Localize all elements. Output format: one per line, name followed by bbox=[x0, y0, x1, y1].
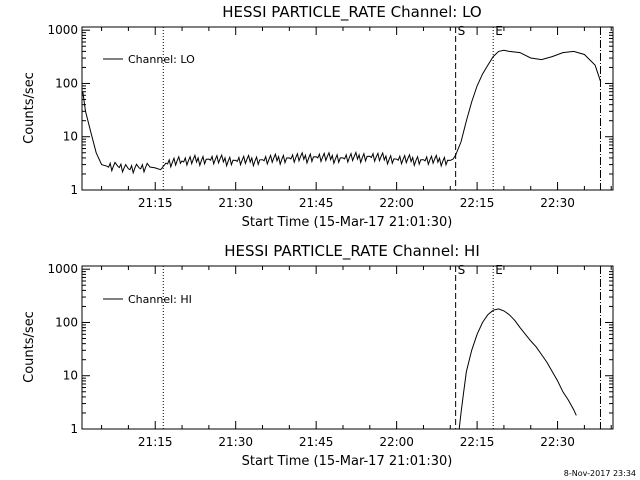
y-tick-label-lo: 1 bbox=[70, 183, 78, 197]
x-tick-label-hi: 22:15 bbox=[460, 435, 495, 449]
plot-frame-lo bbox=[81, 26, 614, 191]
series-line-lo bbox=[82, 49, 601, 175]
y-tick-label-hi: 1 bbox=[70, 422, 78, 436]
y-tick-label-lo: 10 bbox=[63, 130, 78, 144]
x-tick-label-lo: 22:00 bbox=[379, 196, 414, 210]
x-tick-label-lo: 21:45 bbox=[299, 196, 334, 210]
x-tick-label-hi: 21:45 bbox=[299, 435, 334, 449]
panel-hi: HESSI PARTICLE_RATE Channel: HI Counts/s… bbox=[22, 242, 614, 469]
x-axis-label-hi: Start Time (15-Mar-17 21:01:30) bbox=[242, 454, 453, 469]
y-tick-label-lo: 1000 bbox=[47, 23, 78, 37]
x-tick-label-hi: 21:15 bbox=[138, 435, 173, 449]
legend-label-hi: Channel: HI bbox=[128, 293, 192, 306]
series-line-hi bbox=[458, 308, 577, 430]
y-tick-label-hi: 10 bbox=[63, 369, 78, 383]
x-tick-label-hi: 22:00 bbox=[379, 435, 414, 449]
marks-hi: 1 10 100 1000 21:15 21:30 21:45 22:00 22:15 22:30… bbox=[47, 262, 613, 449]
panel-lo: HESSI PARTICLE_RATE Channel: LO Counts/s… bbox=[22, 3, 614, 230]
legend-label-lo: Channel: LO bbox=[128, 53, 195, 66]
x-tick-label-lo: 22:30 bbox=[540, 196, 575, 210]
event-label-S-hi: S bbox=[458, 263, 466, 277]
y-axis-label-lo: Counts/sec bbox=[22, 72, 37, 144]
y-tick-label-lo: 100 bbox=[55, 76, 78, 90]
x-axis-label-lo: Start Time (15-Mar-17 21:01:30) bbox=[242, 215, 453, 230]
footer-timestamp: 8-Nov-2017 23:34 bbox=[564, 469, 636, 478]
event-label-E-hi: E bbox=[495, 263, 503, 277]
event-label-E-lo: E bbox=[495, 24, 503, 38]
y-tick-label-hi: 100 bbox=[55, 315, 78, 329]
plot-frame-hi bbox=[81, 265, 614, 430]
marks-lo: 1 10 100 1000 21:15 21:30 21:45 22:00 22:15 22:30… bbox=[47, 23, 613, 210]
x-tick-label-lo: 22:15 bbox=[460, 196, 495, 210]
chart-title-hi: HESSI PARTICLE_RATE Channel: HI bbox=[224, 242, 480, 261]
x-tick-label-lo: 21:30 bbox=[218, 196, 253, 210]
x-tick-label-hi: 21:30 bbox=[218, 435, 253, 449]
x-tick-label-hi: 22:30 bbox=[540, 435, 575, 449]
y-axis-label-hi: Counts/sec bbox=[22, 311, 37, 383]
event-label-S-lo: S bbox=[458, 24, 466, 38]
y-tick-label-hi: 1000 bbox=[47, 262, 78, 276]
chart-title-lo: HESSI PARTICLE_RATE Channel: LO bbox=[222, 3, 481, 22]
x-tick-label-lo: 21:15 bbox=[138, 196, 173, 210]
